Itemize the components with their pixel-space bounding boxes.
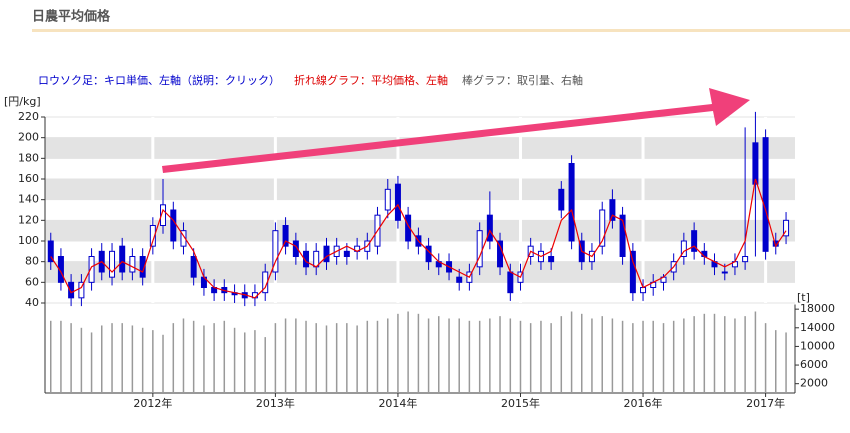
candle-body [691,230,698,252]
candle-body [180,230,187,247]
y2-tick-label: 6000 [800,358,828,371]
candle-body [640,287,647,294]
candle-body [343,250,350,257]
y-tick-label: 60 [25,275,39,288]
candle-body [303,250,310,268]
candle-body [568,163,575,242]
candle-body [680,240,687,257]
grid-band [45,179,795,200]
candle-body [384,188,391,211]
y-tick-label: 40 [25,296,39,309]
x-tick-label: 2012年 [133,396,172,410]
candle-body [109,250,116,278]
y-tick-label: 100 [18,234,39,247]
candle-body [119,245,126,273]
y2-tick-label: 18000 [800,302,835,315]
grid-band [45,220,795,241]
candle-body [129,256,136,273]
candle-body [619,214,626,258]
y-tick-label: 120 [18,213,39,226]
candle-body [721,271,728,274]
y2-tick-label: 14000 [800,321,835,334]
grid-band [45,261,795,283]
y-tick-label: 200 [18,131,39,144]
x-tick-label: 2015年 [501,396,540,410]
candle-body [599,209,606,247]
candle-body [272,230,279,273]
y2-tick-label: 10000 [800,339,835,352]
candle-body [88,256,95,283]
y2-axis-label: [t] [797,291,810,304]
candle-body [139,256,146,278]
candle-body [160,204,167,226]
candle-body [629,250,636,294]
candle-body [405,214,412,242]
title-underline [32,29,850,32]
x-tick-label: 2017年 [746,396,785,410]
candle-body [507,271,514,294]
candle-body [486,214,493,242]
x-tick-label: 2014年 [378,396,417,410]
candle-body [292,240,299,257]
y-tick-label: 160 [18,172,39,185]
candle-body [742,256,749,263]
candle-body [149,225,156,247]
y-tick-label: 180 [18,151,39,164]
candle-body [394,183,401,221]
trend-arrow [162,88,750,173]
page-title: 日農平均価格 [32,9,111,25]
candle-body [609,199,616,221]
candle-body [752,142,759,185]
candle-body [497,240,504,268]
candle-body [78,281,85,299]
candle-body [282,225,289,247]
legend-entry: 折れ線グラフ：平均価格、左軸 [294,73,448,87]
y-tick-label: 80 [25,255,39,268]
candle-body [68,281,75,299]
candle-body [548,256,555,263]
candle-body [783,219,790,237]
grid-band [45,137,795,159]
y-axis-label: [円/kg] [4,95,41,108]
candle-body [47,240,54,263]
candle-body [190,256,197,278]
legend-entry: 棒グラフ：取引量、右軸 [462,73,583,87]
candle-body [323,245,330,263]
legend-entry: ロウソク足：キロ単価、左軸（説明：クリック） [38,73,280,87]
candle-body [558,188,565,211]
candle-body [476,230,483,268]
x-tick-label: 2016年 [624,396,663,410]
candle-body [170,209,177,242]
candle-body [456,276,463,283]
candle-body [762,137,769,252]
average-line [50,178,787,299]
candle-body [57,256,64,283]
x-tick-label: 2013年 [256,396,295,410]
y-tick-label: 220 [18,110,39,123]
y-tick-label: 140 [18,193,39,206]
y2-tick-label: 2000 [800,377,828,390]
